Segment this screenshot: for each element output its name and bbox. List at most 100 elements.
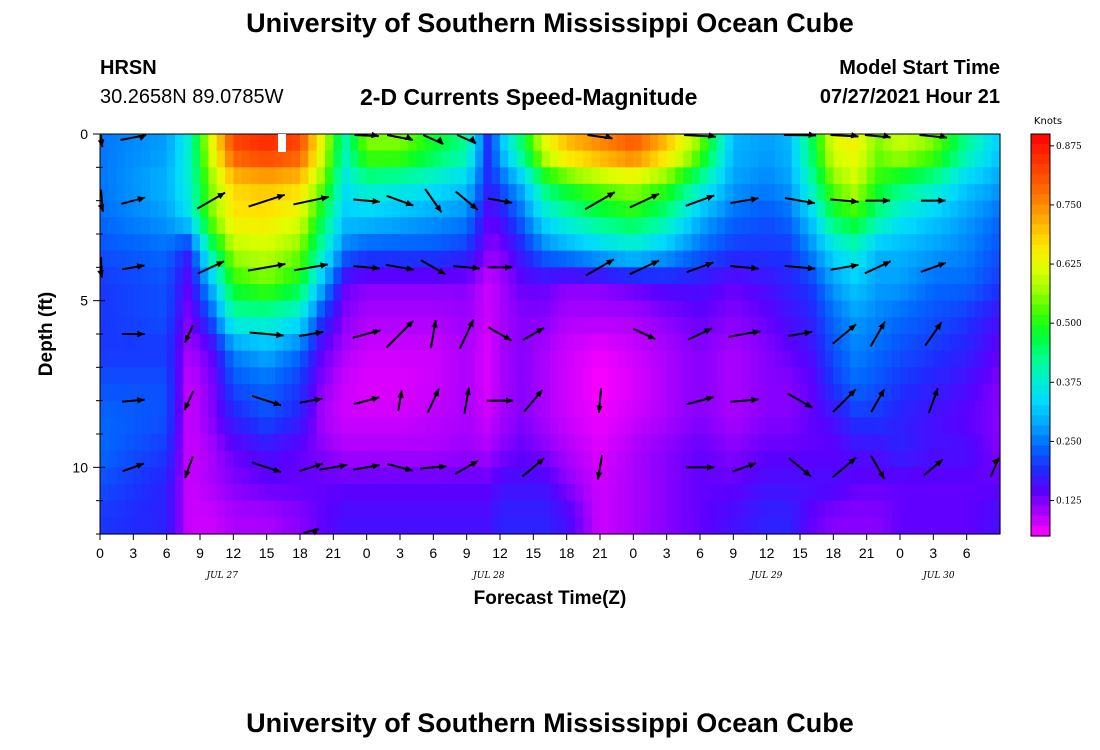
heatmap-cell xyxy=(908,234,918,252)
heatmap-cell xyxy=(825,267,834,285)
heatmap-cell xyxy=(666,467,676,485)
heatmap-cell xyxy=(733,300,743,318)
heatmap-cell xyxy=(775,250,784,268)
heatmap-cell xyxy=(916,150,926,168)
heatmap-cell xyxy=(966,417,976,435)
heatmap-cell xyxy=(933,467,943,485)
heatmap-cell xyxy=(983,367,993,385)
heatmap-cell xyxy=(208,334,218,352)
heatmap-cell xyxy=(691,400,701,418)
heatmap-cell xyxy=(133,434,143,452)
heatmap-cell xyxy=(958,517,968,535)
heatmap-cell xyxy=(333,284,343,302)
heatmap-cell xyxy=(375,350,384,368)
heatmap-cell xyxy=(750,217,759,235)
heatmap-cell xyxy=(516,150,526,168)
heatmap-cell xyxy=(783,484,793,502)
heatmap-cell xyxy=(350,367,359,385)
heatmap-cell xyxy=(750,384,759,402)
heatmap-cell xyxy=(625,284,634,302)
heatmap-cell xyxy=(866,200,876,218)
heatmap-cell xyxy=(633,500,643,518)
heatmap-cell xyxy=(125,317,134,335)
heatmap-cell xyxy=(116,284,126,302)
heatmap-cell xyxy=(100,184,109,202)
heatmap-cell xyxy=(341,150,351,168)
heatmap-cell xyxy=(691,167,701,185)
heatmap-cell xyxy=(150,517,159,535)
heatmap-cell xyxy=(683,484,693,502)
heatmap-cell xyxy=(625,184,634,202)
heatmap-cell xyxy=(250,450,259,468)
heatmap-cell xyxy=(308,350,318,368)
heatmap-cell xyxy=(791,284,801,302)
heatmap-cell xyxy=(900,434,909,452)
heatmap-cell xyxy=(125,467,134,485)
heatmap-cell xyxy=(733,134,743,152)
heatmap-cell xyxy=(725,167,734,185)
heatmap-cell xyxy=(791,267,801,285)
heatmap-cell xyxy=(266,134,276,152)
heatmap-cell xyxy=(208,150,218,168)
heatmap-cell xyxy=(491,484,501,502)
heatmap-cell xyxy=(158,450,168,468)
heatmap-cell xyxy=(275,200,284,218)
heatmap-cell xyxy=(450,367,459,385)
heatmap-cell xyxy=(783,334,793,352)
heatmap-cell xyxy=(275,184,284,202)
heatmap-cell xyxy=(208,317,218,335)
heatmap-cell xyxy=(325,500,334,518)
heatmap-cell xyxy=(541,500,551,518)
heatmap-cell xyxy=(816,484,826,502)
heatmap-cell xyxy=(383,250,393,268)
heatmap-cell xyxy=(791,434,801,452)
heatmap-cell xyxy=(833,467,843,485)
colorbar-swatch xyxy=(1031,395,1050,406)
heatmap-cell xyxy=(675,450,684,468)
heatmap-cell xyxy=(891,134,901,152)
heatmap-cell xyxy=(825,367,834,385)
heatmap-cell xyxy=(725,234,734,252)
heatmap-cell xyxy=(991,250,1001,268)
heatmap-cell xyxy=(541,450,551,468)
heatmap-cell xyxy=(975,500,984,518)
heatmap-cell xyxy=(108,334,118,352)
heatmap-cell xyxy=(241,384,251,402)
heatmap-cell xyxy=(633,450,643,468)
heatmap-cell xyxy=(116,467,126,485)
heatmap-cell xyxy=(275,334,284,352)
current-vector xyxy=(832,388,857,413)
heatmap-cell xyxy=(608,450,618,468)
heatmap-cell xyxy=(791,350,801,368)
heatmap-cell xyxy=(391,250,401,268)
heatmap-cell xyxy=(325,467,334,485)
heatmap-cell xyxy=(800,500,809,518)
date-label: JUL 28 xyxy=(471,571,505,581)
heatmap-cell xyxy=(375,217,384,235)
heatmap-cell xyxy=(791,334,801,352)
heatmap-cell xyxy=(550,167,559,185)
heatmap-cell xyxy=(341,234,351,252)
heatmap-cell xyxy=(425,517,434,535)
heatmap-cell xyxy=(475,300,484,318)
heatmap-cell xyxy=(883,184,893,202)
heatmap-cell xyxy=(108,467,118,485)
heatmap-cell xyxy=(616,217,626,235)
heatmap-cell xyxy=(383,284,393,302)
heatmap-cell xyxy=(608,350,618,368)
current-vector xyxy=(456,134,477,145)
heatmap-cell xyxy=(575,217,584,235)
heatmap-cell xyxy=(116,217,126,235)
heatmap-cell xyxy=(908,334,918,352)
heatmap-cell xyxy=(841,350,851,368)
heatmap-cell xyxy=(341,200,351,218)
heatmap-cell xyxy=(208,234,218,252)
heatmap-cell xyxy=(325,317,334,335)
heatmap-cell xyxy=(600,367,609,385)
heatmap-cell xyxy=(233,217,243,235)
heatmap-cell xyxy=(883,300,893,318)
heatmap-cell xyxy=(941,167,951,185)
heatmap-cell xyxy=(900,517,909,535)
heatmap-cell xyxy=(666,134,676,152)
heatmap-cell xyxy=(258,267,268,285)
